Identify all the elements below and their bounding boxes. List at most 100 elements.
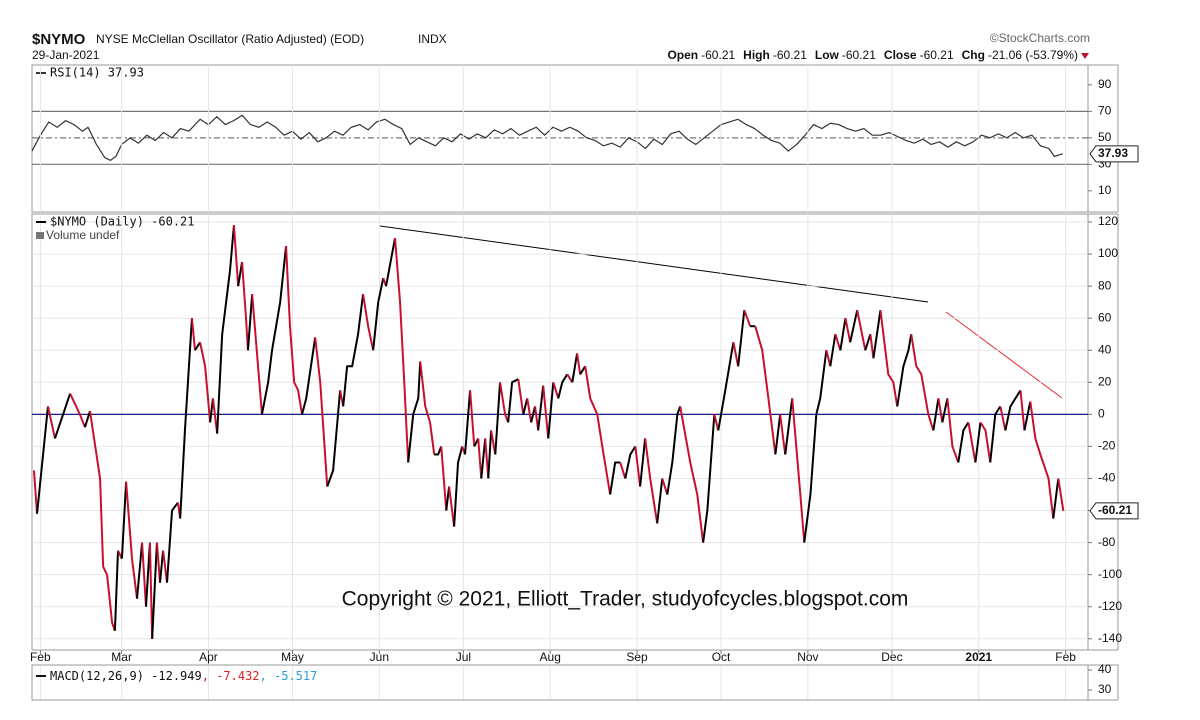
series-line xyxy=(1052,478,1060,519)
series-line xyxy=(1029,401,1055,519)
last-value-box xyxy=(1089,502,1139,520)
series-line xyxy=(791,398,806,543)
series-line xyxy=(967,422,977,463)
series-line xyxy=(342,294,365,407)
series-line xyxy=(834,333,842,351)
y-tick-label: 70 xyxy=(1098,104,1112,118)
series-line xyxy=(872,310,882,359)
series-line xyxy=(732,342,740,367)
quote-value: -60.21 xyxy=(920,48,954,62)
series-line xyxy=(974,422,982,463)
series-line xyxy=(314,337,329,487)
quote-value: -60.21 xyxy=(773,48,807,62)
series-line xyxy=(148,542,154,639)
series-line xyxy=(941,398,949,423)
series-line xyxy=(326,390,342,487)
series-line xyxy=(136,542,144,599)
series-line xyxy=(260,245,288,415)
y-tick-label: -140 xyxy=(1098,631,1122,645)
series-line xyxy=(141,542,148,607)
y-tick-label: 90 xyxy=(1098,77,1112,91)
series-line xyxy=(829,334,837,367)
series-line xyxy=(1057,478,1065,512)
series-line xyxy=(679,406,705,543)
symbol: $NYMO xyxy=(32,31,86,48)
series-line xyxy=(394,237,410,463)
series-line xyxy=(547,382,555,439)
y-tick-label: -80 xyxy=(1098,535,1116,549)
x-tick-label: Jul xyxy=(456,650,471,664)
series-line xyxy=(159,550,165,583)
series-line xyxy=(453,446,464,527)
series-line xyxy=(571,353,579,383)
x-tick-label: Mar xyxy=(111,650,132,664)
series-line xyxy=(480,438,487,479)
series-line xyxy=(83,410,91,428)
series-line xyxy=(199,342,212,423)
series-line xyxy=(494,382,502,455)
x-tick-label: Apr xyxy=(199,650,218,664)
series-line xyxy=(285,246,304,415)
series-line xyxy=(737,310,746,367)
quote-value: -21.06 (-53.79%) xyxy=(988,48,1078,62)
series-line xyxy=(407,361,422,463)
series-line xyxy=(666,406,682,495)
series-line xyxy=(155,542,162,583)
panel xyxy=(31,64,1089,213)
series-line xyxy=(162,550,169,583)
x-tick-label: 2021 xyxy=(965,650,992,664)
series-line xyxy=(702,414,716,543)
series-line xyxy=(36,406,49,514)
series-line xyxy=(856,309,867,351)
series-line xyxy=(879,310,899,407)
series-line xyxy=(194,341,201,351)
series-line xyxy=(241,262,249,351)
x-tick-label: Oct xyxy=(712,650,731,664)
y-tick-label: 120 xyxy=(1098,214,1118,228)
series-line xyxy=(713,414,720,431)
x-tick-label: Dec xyxy=(881,650,902,664)
change-arrow xyxy=(1081,53,1089,59)
panel xyxy=(31,213,1089,651)
y-tick-label: -120 xyxy=(1098,599,1122,613)
legend-label: $NYMO (Daily) -60.21 xyxy=(50,215,195,229)
series-line xyxy=(803,350,828,543)
series-line xyxy=(634,446,642,487)
series-line xyxy=(910,334,935,431)
quote-label: Chg xyxy=(962,48,985,62)
series-line xyxy=(937,398,944,423)
series-line xyxy=(1004,389,1022,431)
series-line xyxy=(896,334,913,407)
series-line xyxy=(869,334,875,359)
series-line xyxy=(464,390,472,455)
series-line xyxy=(487,430,493,479)
series-line xyxy=(120,481,128,559)
y-tick-label: -20 xyxy=(1098,439,1116,453)
series-line xyxy=(477,438,483,479)
series-line xyxy=(522,398,529,415)
x-tick-label: Sep xyxy=(626,650,648,664)
y-tick-label: 80 xyxy=(1098,278,1112,292)
series-line xyxy=(246,294,254,351)
series-line xyxy=(179,318,193,519)
y-tick-label: 20 xyxy=(1098,374,1112,388)
brand: ©StockCharts.com xyxy=(990,31,1090,45)
quote-label: Open xyxy=(667,48,698,62)
series-line xyxy=(957,421,970,463)
quote-label: High xyxy=(743,48,770,62)
x-tick-label: Feb xyxy=(1055,650,1076,664)
series-line xyxy=(849,309,859,343)
series-line xyxy=(566,373,574,383)
series-line xyxy=(507,378,519,423)
y-tick-label: -100 xyxy=(1098,567,1122,581)
series-line xyxy=(216,225,235,434)
series-line xyxy=(537,385,545,431)
x-tick-label: May xyxy=(281,650,304,664)
series-line xyxy=(69,393,86,428)
y-tick-label: 60 xyxy=(1098,310,1112,324)
legend-label: RSI(14) 37.93 xyxy=(50,66,144,80)
series-line xyxy=(88,411,116,632)
series-line xyxy=(166,501,179,583)
